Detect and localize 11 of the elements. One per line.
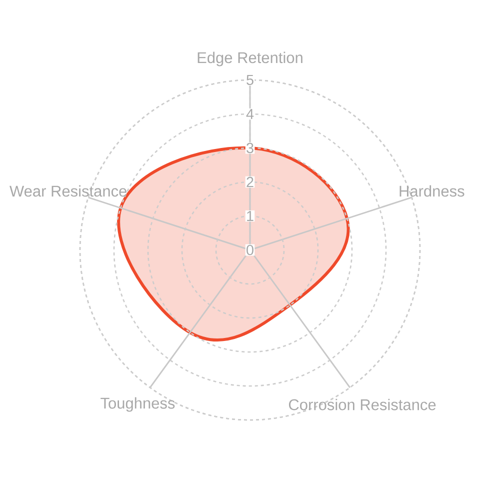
spoke-label: Hardness xyxy=(400,185,464,197)
y-tick-label: 2 xyxy=(246,176,254,188)
y-tick-label: 1 xyxy=(247,211,254,221)
y-tick-label: 3 xyxy=(246,142,254,154)
y-tick-label: 0 xyxy=(246,244,254,256)
spoke-label: Toughness xyxy=(100,397,175,412)
spoke-label: Wear Resistance xyxy=(10,185,127,197)
spoke-label: Corrosion Resistance xyxy=(288,398,436,410)
y-tick-label: 5 xyxy=(246,74,254,86)
spoke-label: Edge Retention xyxy=(198,52,302,66)
y-tick-label: 4 xyxy=(246,109,254,119)
